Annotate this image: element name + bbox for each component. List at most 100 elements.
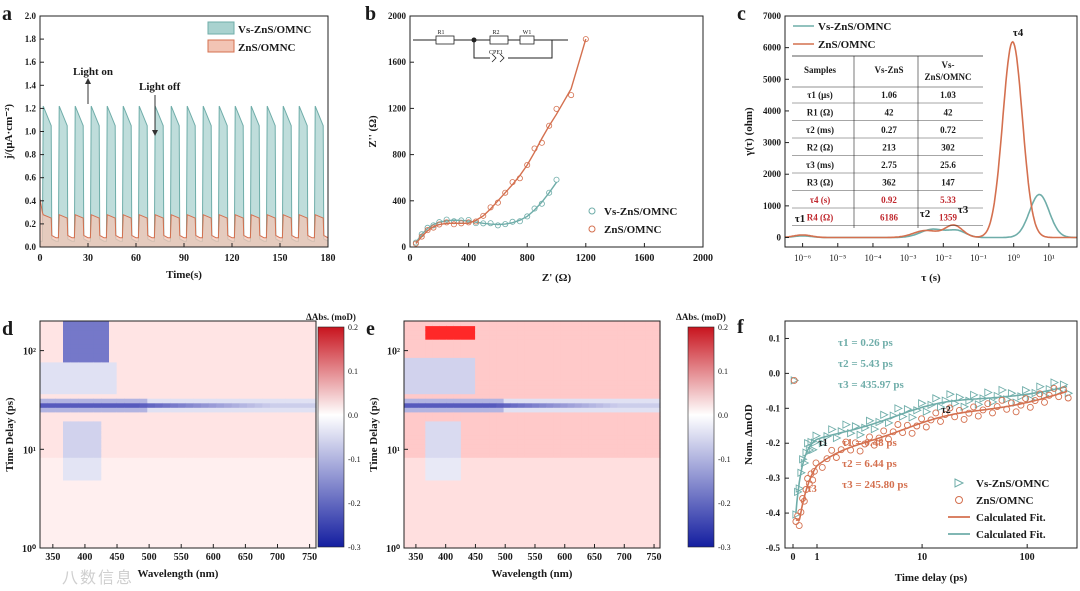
heatmap-cell (247, 466, 256, 472)
heatmap-cell (285, 398, 294, 404)
heatmap-cell (652, 484, 661, 490)
heatmap-cell (517, 525, 526, 531)
heatmap-cell (216, 430, 225, 436)
heatmap-cell (539, 348, 547, 354)
heatmap-cell (231, 402, 240, 408)
heatmap-cell (631, 325, 640, 331)
heatmap-cell (262, 411, 271, 417)
heatmap-cell (270, 325, 279, 331)
heatmap-cell (546, 370, 554, 376)
heatmap-cell (239, 425, 248, 431)
heatmap-cell (617, 425, 625, 431)
heatmap-cell (63, 507, 72, 513)
heatmap-cell (411, 525, 419, 531)
heatmap-cell (418, 325, 426, 331)
heatmap-cell (147, 457, 156, 463)
heatmap-cell (468, 389, 476, 395)
heatmap-cell (645, 489, 654, 495)
heatmap-cell (124, 361, 133, 367)
heatmap-cell (155, 389, 164, 395)
heatmap-cell (47, 430, 56, 436)
heatmap-cell (603, 443, 611, 449)
heatmap-cell (489, 352, 497, 358)
heatmap-cell (216, 543, 225, 549)
heatmap-cell (201, 357, 210, 363)
heatmap-cell (617, 439, 625, 445)
table-cell: 25.6 (940, 160, 956, 170)
data-point (866, 416, 875, 426)
heatmap-cell (124, 511, 133, 517)
data-point (494, 222, 501, 229)
heatmap-cell (603, 434, 611, 440)
heatmap-cell (78, 393, 87, 399)
heatmap-cell (503, 457, 512, 463)
heatmap-cell (475, 375, 483, 381)
heatmap-cell (239, 534, 248, 540)
heatmap-cell (109, 407, 118, 413)
heatmap-cell (524, 507, 533, 513)
heatmap-cell (453, 502, 462, 508)
heatmap-cell (624, 470, 633, 476)
heatmap-cell (645, 538, 654, 544)
heatmap-cell (216, 502, 225, 508)
table-cell: 213 (882, 143, 896, 153)
heatmap-cell (147, 398, 156, 404)
heatmap-cell (567, 384, 576, 390)
heatmap-cell (574, 389, 583, 395)
heatmap-cell (517, 534, 526, 540)
heatmap-cell (300, 452, 309, 458)
heatmap-cell (193, 393, 202, 399)
heatmap-cell (285, 434, 294, 440)
heatmap-cell (277, 389, 286, 395)
heatmap-cell (185, 343, 194, 349)
heatmap-cell (101, 393, 110, 399)
heatmap-cell (247, 538, 256, 544)
heatmap-cell (216, 434, 225, 440)
heatmap-cell (588, 484, 597, 490)
heatmap-cell (193, 384, 202, 390)
x-tick-label: 30 (83, 253, 93, 264)
heatmap-cell (532, 443, 540, 449)
heatmap-cell (201, 334, 210, 340)
heatmap-cell (404, 525, 412, 531)
heatmap-cell (277, 475, 286, 481)
heatmap-cell (86, 520, 95, 526)
heatmap-cell (581, 398, 590, 404)
heatmap-cell (208, 511, 217, 517)
heatmap-cell (588, 448, 597, 454)
heatmap-cell (86, 461, 95, 467)
heatmap-cell (652, 520, 661, 526)
heatmap-cell (475, 461, 483, 467)
heatmap-cell (70, 339, 79, 345)
data-point (946, 404, 954, 412)
heatmap-cell (109, 321, 118, 327)
heatmap-cell (404, 425, 412, 431)
heatmap-cell (610, 348, 618, 354)
data-point (823, 455, 831, 463)
heatmap-cell (55, 389, 64, 395)
heatmap-cell (40, 407, 49, 413)
heatmap-cell (285, 538, 294, 544)
heatmap-cell (208, 416, 217, 422)
heatmap-cell (262, 398, 271, 404)
heatmap-cell (139, 416, 148, 422)
heatmap-cell (70, 398, 79, 404)
heatmap-cell (425, 520, 433, 526)
heatmap-cell (293, 366, 302, 372)
heatmap-cell (411, 361, 419, 367)
heatmap-cell (652, 470, 661, 476)
heatmap-cell (193, 339, 202, 345)
heatmap-cell (446, 366, 455, 372)
heatmap-cell (139, 420, 148, 426)
heatmap-cell (539, 402, 547, 408)
heatmap-cell (638, 321, 647, 327)
data-point (960, 415, 968, 423)
heatmap-cell (139, 502, 148, 508)
heatmap-cell (588, 407, 597, 413)
heatmap-cell (247, 420, 256, 426)
heatmap-cell (596, 448, 604, 454)
heatmap-cell (155, 380, 164, 386)
heatmap-cell (588, 348, 597, 354)
heatmap-cell (610, 361, 618, 367)
heatmap-cell (78, 484, 87, 490)
